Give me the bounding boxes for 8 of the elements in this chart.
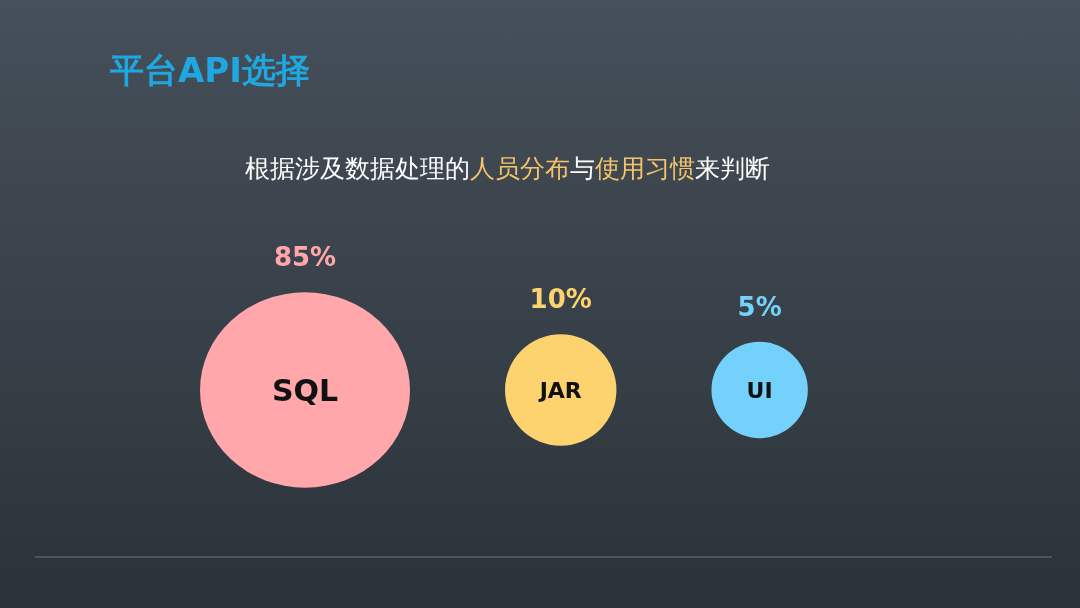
category-label: SQL <box>271 373 339 408</box>
title: 平台API选择 <box>110 50 310 90</box>
data-label: 5% <box>737 291 782 322</box>
data-label: 10% <box>529 284 592 315</box>
data-label: 85% <box>273 242 337 273</box>
category-label: UI <box>746 378 773 403</box>
category-label: JAR <box>537 378 582 403</box>
subtitle: 根据涉及数据处理的人员分布与使用习惯来判断 <box>244 154 770 183</box>
